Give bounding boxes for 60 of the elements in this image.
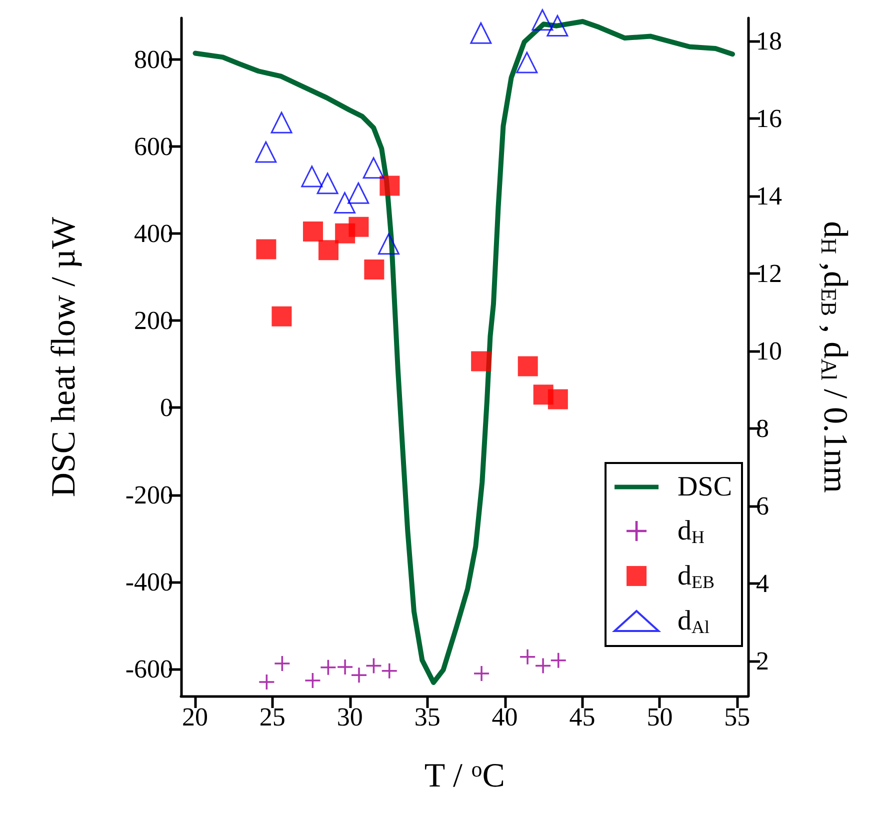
point <box>348 216 369 237</box>
point <box>516 52 538 74</box>
x-tick-label: 25 <box>259 702 286 732</box>
point <box>302 221 323 242</box>
point <box>471 351 492 372</box>
y-tick-label: -200 <box>125 480 173 510</box>
point <box>474 666 490 682</box>
y2-tick-label: 14 <box>756 182 782 211</box>
y2-tick-label: 16 <box>756 104 782 134</box>
point <box>378 233 400 255</box>
point <box>470 22 492 44</box>
point <box>520 649 536 664</box>
x-tick-label: 30 <box>336 702 363 732</box>
point <box>334 192 356 214</box>
legend-label: dAl <box>678 606 710 637</box>
y2-tick-label: 8 <box>756 414 769 444</box>
point <box>548 389 568 410</box>
point <box>270 112 292 134</box>
y-tick-label: -400 <box>125 567 173 596</box>
point <box>550 652 566 668</box>
point <box>272 306 292 326</box>
x-tick-label: 35 <box>414 702 440 732</box>
y2-tick-label: 18 <box>756 26 782 56</box>
y2-tick-label: 12 <box>756 259 782 288</box>
point <box>259 674 274 690</box>
point <box>518 356 538 376</box>
legend-label: dH <box>678 516 705 547</box>
point <box>380 176 400 196</box>
point <box>364 259 384 280</box>
point <box>256 239 276 260</box>
x-tick-label: 50 <box>646 702 673 732</box>
y2-axis-title: dH ,dEB , dAl / 0.1nm <box>816 221 854 493</box>
y-tick-label: 600 <box>134 132 173 161</box>
point <box>352 668 366 683</box>
point <box>532 9 554 31</box>
y-tick-label: 200 <box>134 306 173 336</box>
y-tick-label: 800 <box>134 44 173 74</box>
point <box>338 659 353 674</box>
y-tick-label: -600 <box>125 654 173 684</box>
point <box>316 172 338 194</box>
x-tick-label: 55 <box>724 702 750 732</box>
x-tick-label: 40 <box>492 702 518 732</box>
point <box>255 141 277 163</box>
x-tick-label: 20 <box>182 702 208 732</box>
x-tick-label: 45 <box>569 702 596 732</box>
y2-tick-label: 4 <box>756 569 769 598</box>
point <box>546 15 568 36</box>
legend-label: DSC <box>678 472 732 502</box>
y2-tick-label: 2 <box>756 646 769 676</box>
y-tick-label: 400 <box>134 219 173 248</box>
point <box>362 157 384 179</box>
point <box>301 166 323 188</box>
point <box>305 673 320 688</box>
point <box>348 182 370 204</box>
point <box>274 656 290 671</box>
point <box>536 658 551 674</box>
legend-label: dEB <box>678 560 715 592</box>
y2-tick-label: 10 <box>756 336 782 366</box>
y-axis-title: DSC heat flow / µW <box>46 216 82 498</box>
point <box>318 240 338 260</box>
